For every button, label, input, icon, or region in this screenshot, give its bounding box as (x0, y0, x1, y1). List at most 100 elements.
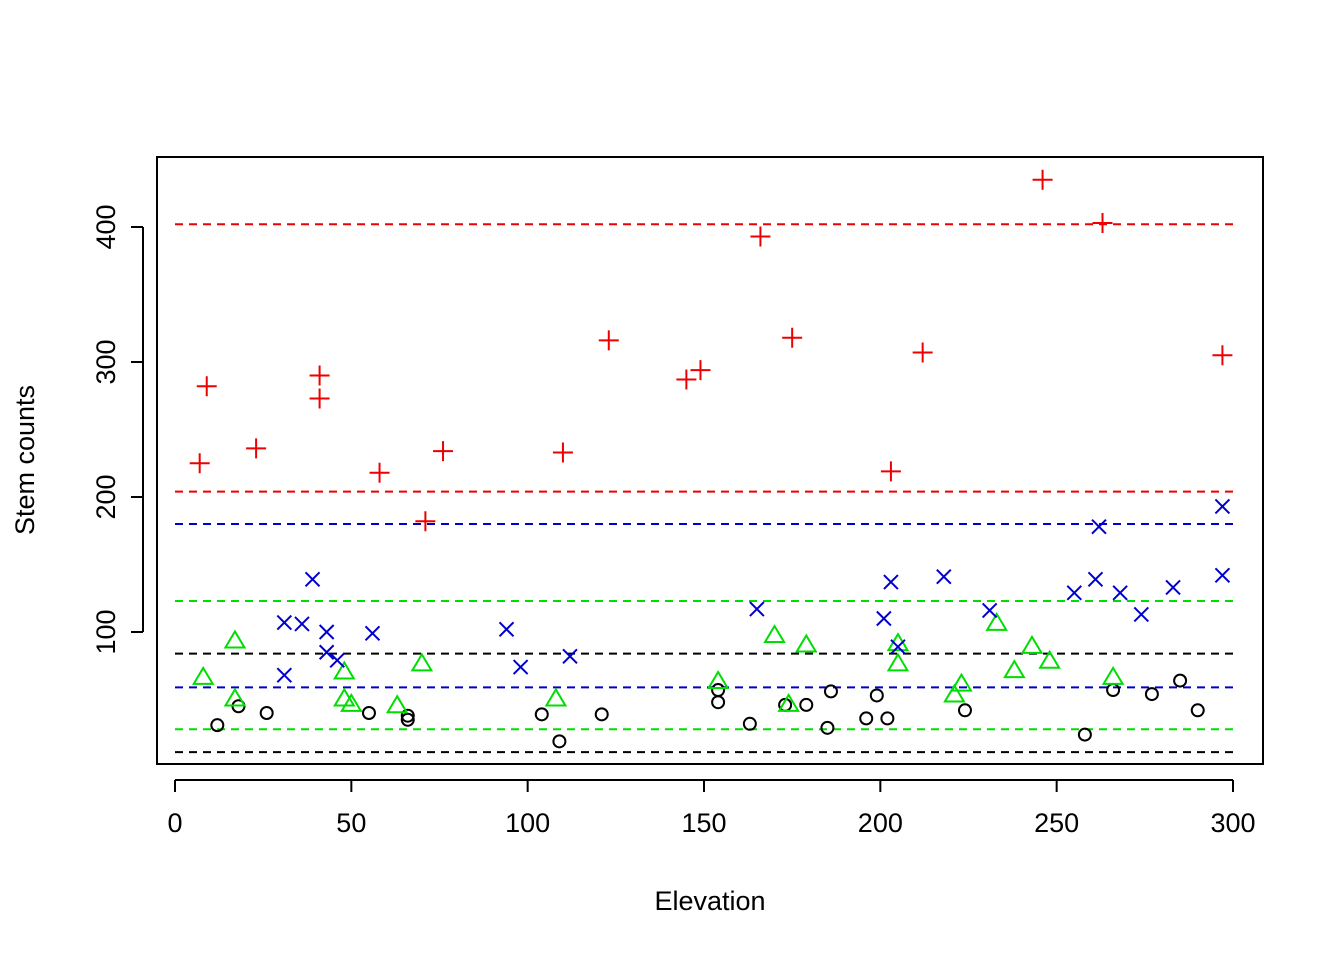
triangle-point (763, 624, 786, 644)
x-tick-label: 100 (505, 808, 550, 838)
cross-point (318, 624, 335, 640)
cross-point (981, 602, 998, 619)
plus-point (309, 365, 330, 386)
circle-point (880, 711, 895, 726)
plus-point (189, 453, 210, 474)
triangle-point (544, 687, 568, 707)
triangle-point (706, 669, 730, 689)
triangle-point (385, 694, 409, 714)
circle-point (361, 706, 376, 720)
triangle-point (1038, 649, 1061, 669)
x-tick-label: 200 (858, 808, 903, 838)
circle-point (1173, 673, 1188, 688)
circle-point (742, 716, 757, 731)
cross-point (276, 614, 293, 631)
circle-point (711, 683, 726, 698)
plus-point (750, 226, 771, 247)
plus-point (782, 327, 803, 348)
circle-point (210, 718, 225, 733)
plus-point (598, 330, 619, 351)
plus-point (309, 388, 330, 409)
circle-point (1106, 683, 1121, 698)
plus-point (1032, 169, 1053, 190)
plus-point (880, 461, 901, 482)
data-points (189, 169, 1233, 749)
cross-point (318, 644, 335, 660)
circle-point (820, 720, 835, 735)
triangle-point (777, 692, 800, 712)
circle-point (400, 708, 415, 723)
cross-point (1214, 498, 1231, 515)
circle-point (534, 707, 549, 722)
plus-point (676, 369, 697, 390)
y-axis-title: Stem counts (10, 385, 40, 535)
circle-point (869, 688, 884, 703)
plus-point (196, 376, 217, 397)
plus-point (1212, 345, 1233, 366)
cross-point (749, 601, 765, 617)
x-axis-title: Elevation (654, 886, 765, 916)
cross-point (498, 621, 515, 638)
triangle-point (795, 633, 818, 653)
cross-point (1165, 579, 1181, 596)
cross-point (890, 639, 906, 655)
triangle-point (1003, 659, 1026, 679)
triangle-point (1020, 634, 1044, 654)
triangle-point (223, 629, 247, 649)
cross-point (1087, 571, 1104, 588)
cross-point (364, 625, 381, 642)
plus-point (552, 442, 573, 463)
cross-point (883, 574, 899, 590)
plus-point (369, 462, 390, 483)
cross-point (1133, 606, 1150, 623)
circle-point (1144, 687, 1159, 702)
triangle-point (410, 652, 434, 672)
plot-frame (156, 156, 1264, 765)
plus-point (433, 441, 454, 462)
cross-point (276, 667, 293, 683)
cross-point (562, 648, 578, 665)
cross-point (1214, 567, 1231, 584)
x-tick-label: 300 (1210, 808, 1255, 838)
y-axis: 100 200 300 400 (91, 204, 144, 655)
plus-point (246, 438, 267, 459)
y-tick-label: 300 (91, 339, 121, 384)
cross-point (304, 571, 321, 588)
cross-point (512, 659, 529, 675)
cross-point (936, 568, 952, 585)
triangle-point (191, 665, 215, 685)
circle-point (799, 697, 814, 712)
triangle-point (950, 672, 973, 692)
plus-point (1092, 212, 1113, 233)
x-tick-label: 150 (681, 808, 726, 838)
circle-point (400, 712, 415, 727)
x-axis: 0 50 100 150 200 250 300 (167, 779, 1256, 838)
circle-point (594, 707, 609, 722)
circle-point (711, 695, 726, 710)
triangle-point (340, 692, 363, 712)
cross-point (294, 616, 310, 632)
x-tick-label: 0 (167, 808, 182, 838)
cross-point (1066, 585, 1083, 601)
plus-point (690, 360, 711, 381)
y-tick-label: 400 (91, 204, 121, 249)
y-tick-label: 200 (91, 474, 121, 519)
plus-point (912, 342, 933, 363)
triangle-point (333, 660, 356, 680)
cross-point (876, 610, 892, 627)
reference-lines (175, 223, 1233, 754)
cross-point (1112, 585, 1128, 601)
triangle-point (943, 683, 966, 703)
circle-point (259, 706, 274, 720)
plus-point (415, 511, 436, 532)
cross-point (1091, 518, 1107, 535)
circle-point (1190, 703, 1205, 718)
circle-point (859, 711, 874, 726)
triangle-point (985, 611, 1008, 631)
triangle-point (1101, 665, 1125, 685)
circle-point (552, 734, 567, 749)
circle-point (957, 703, 972, 718)
triangle-point (886, 652, 910, 672)
cross-point (329, 652, 345, 669)
circle-point (1077, 727, 1092, 742)
